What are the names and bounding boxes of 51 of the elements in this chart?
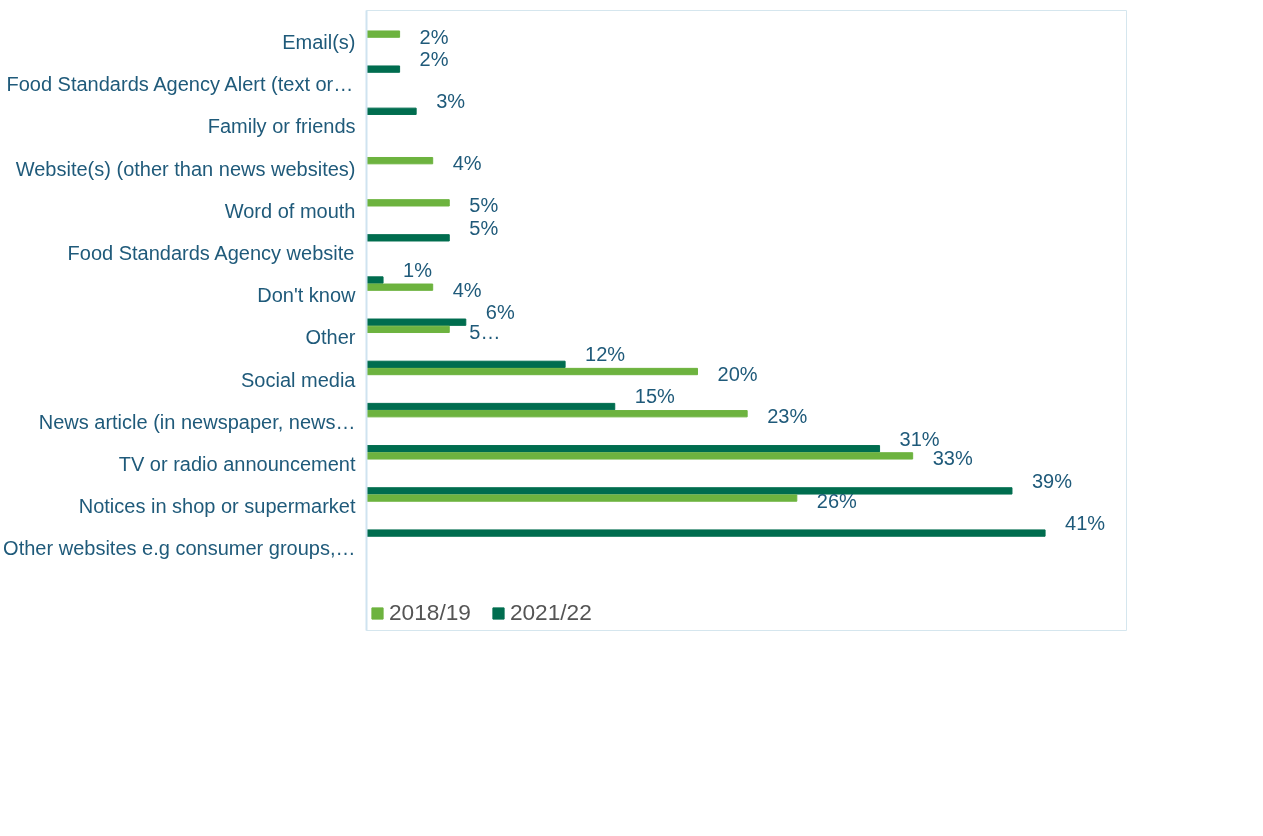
data-label: 15%	[634, 385, 675, 408]
data-label: 1%	[403, 258, 433, 281]
bar	[366, 367, 699, 376]
bar	[366, 494, 798, 502]
bar	[366, 360, 566, 369]
y-tick-label: Word of mouth	[224, 199, 356, 222]
bar	[366, 410, 748, 418]
bar	[366, 107, 417, 115]
data-label: 20%	[717, 363, 758, 386]
y-tick-label: Food Standards Agency Alert (text or…	[6, 73, 354, 96]
y-tick-label: Website(s) (other than news websites)	[15, 157, 356, 180]
legend-label: 2018/19	[389, 599, 471, 626]
data-label: 5%	[469, 216, 499, 239]
data-label: 23%	[767, 405, 808, 428]
y-tick-label: TV or radio announcement	[118, 452, 356, 475]
data-label: 33%	[932, 447, 973, 470]
legend-label: 2021/22	[509, 599, 592, 626]
y-tick-label: Family or friends	[207, 115, 356, 138]
y-tick-label: Don't know	[257, 284, 357, 307]
y-tick-label: Email(s)	[282, 31, 356, 54]
bar	[366, 199, 450, 207]
data-label: 41%	[1065, 511, 1106, 534]
data-label: 31%	[899, 427, 940, 450]
y-tick-label: Social media	[241, 368, 357, 391]
bar	[366, 318, 467, 326]
bar	[366, 156, 434, 165]
data-label: 12%	[585, 343, 626, 366]
data-label: 2%	[419, 25, 449, 48]
data-label: 3%	[436, 90, 466, 113]
bar	[366, 283, 434, 291]
bar	[366, 30, 401, 38]
data-label: 4%	[452, 152, 482, 175]
bar	[366, 487, 1013, 495]
data-label: 5%	[469, 194, 499, 217]
bar	[366, 445, 881, 453]
bar	[366, 325, 450, 334]
data-label: 39%	[1031, 469, 1073, 492]
data-label: 4%	[452, 278, 482, 301]
bar	[366, 529, 1046, 537]
bar	[366, 65, 401, 73]
y-tick-label: Notices in shop or supermarket	[78, 495, 356, 518]
bar	[366, 452, 914, 460]
y-tick-label: Other	[305, 326, 356, 349]
y-tick-label: News article (in newspaper, news…	[38, 410, 356, 433]
bar	[366, 276, 384, 284]
bar	[366, 234, 450, 242]
data-label: 26%	[816, 489, 858, 512]
y-tick-label: Food Standards Agency website	[67, 242, 355, 265]
data-label: 2%	[419, 48, 449, 70]
bar	[366, 402, 616, 411]
y-tick-label: Other websites e.g consumer groups,…	[3, 537, 356, 560]
